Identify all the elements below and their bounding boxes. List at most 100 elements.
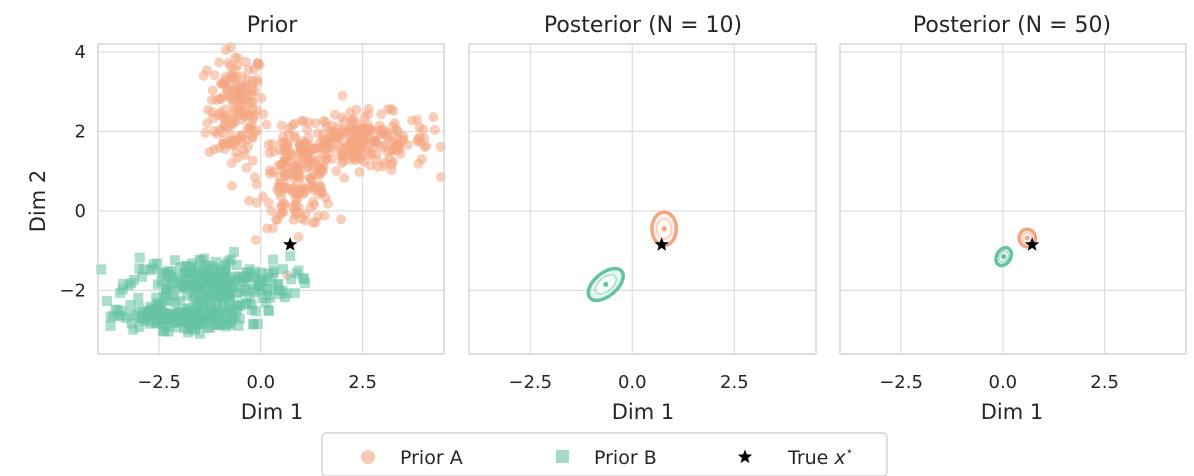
posterior-mean-prior-b <box>603 281 609 287</box>
point-prior-a <box>216 111 227 122</box>
posterior-mean-prior-a <box>661 226 667 232</box>
point-prior-b <box>246 304 257 315</box>
point-prior-b <box>268 265 279 276</box>
point-prior-b <box>266 272 277 283</box>
point-prior-b <box>214 276 225 286</box>
point-prior-a <box>198 70 209 81</box>
point-prior-b <box>157 314 168 325</box>
point-prior-a <box>353 119 364 130</box>
point-prior-a <box>252 74 263 85</box>
point-prior-a <box>252 58 263 69</box>
point-prior-b <box>137 271 147 282</box>
point-prior-b <box>96 264 107 275</box>
point-prior-a <box>235 81 246 92</box>
point-prior-a <box>310 118 321 129</box>
point-prior-a <box>336 158 347 169</box>
point-prior-b <box>136 313 147 324</box>
point-prior-b <box>267 284 278 295</box>
point-prior-b <box>175 262 186 273</box>
point-prior-b <box>190 274 201 285</box>
point-prior-b <box>193 310 203 321</box>
point-prior-a <box>277 201 287 211</box>
x-tick-label: 0.0 <box>247 372 276 393</box>
point-prior-a <box>335 133 346 144</box>
point-prior-a <box>391 141 401 152</box>
point-prior-b <box>285 251 296 262</box>
point-prior-b <box>268 254 278 265</box>
point-prior-b <box>281 288 292 299</box>
point-prior-a <box>412 114 423 125</box>
point-prior-b <box>105 312 116 323</box>
point-prior-b <box>128 275 139 285</box>
point-prior-b <box>168 278 179 289</box>
point-prior-b <box>133 292 144 303</box>
point-prior-b <box>289 288 300 299</box>
point-prior-a <box>429 125 440 135</box>
point-prior-b <box>210 292 221 303</box>
point-prior-a <box>329 143 340 154</box>
point-prior-b <box>263 306 274 316</box>
point-prior-a <box>280 152 291 163</box>
point-prior-a <box>413 158 424 169</box>
point-prior-a <box>218 139 229 150</box>
point-prior-a <box>363 109 374 120</box>
point-prior-b <box>204 292 215 303</box>
point-prior-a <box>240 56 251 67</box>
point-prior-a <box>247 133 258 143</box>
point-prior-a <box>234 96 245 107</box>
point-prior-b <box>201 273 212 284</box>
point-prior-a <box>276 120 287 131</box>
point-prior-a <box>355 142 366 153</box>
legend-frame <box>321 432 888 476</box>
x-tick-label: 2.5 <box>348 372 377 393</box>
point-prior-a <box>428 112 439 123</box>
point-prior-b <box>191 304 201 315</box>
point-prior-b <box>278 264 289 275</box>
point-prior-a <box>303 153 314 164</box>
point-prior-a <box>388 105 399 116</box>
posterior-mean-prior-b <box>1001 254 1007 260</box>
point-prior-b <box>219 305 230 316</box>
point-prior-a <box>312 128 323 139</box>
point-prior-b <box>232 288 243 299</box>
point-prior-a <box>418 124 429 135</box>
point-prior-a <box>314 164 325 175</box>
point-prior-a <box>352 130 363 140</box>
point-prior-b <box>244 264 255 275</box>
point-prior-b <box>208 311 219 322</box>
point-prior-b <box>261 297 272 308</box>
legend: Prior A Prior B True x⋆ <box>321 432 888 476</box>
point-prior-a <box>318 115 329 126</box>
point-prior-a <box>317 187 328 198</box>
point-prior-b <box>176 280 187 291</box>
point-prior-a <box>268 166 278 177</box>
point-prior-a <box>232 60 243 71</box>
point-prior-a <box>389 118 400 129</box>
point-prior-b <box>206 261 217 271</box>
point-prior-a <box>227 180 237 191</box>
x-axis-label-prior: Dim 1 <box>241 400 304 424</box>
point-prior-a <box>281 170 291 181</box>
point-prior-b <box>126 318 137 329</box>
point-prior-b <box>248 319 259 330</box>
point-prior-a <box>300 138 311 148</box>
point-prior-b <box>242 298 253 309</box>
point-prior-b <box>167 285 178 296</box>
point-prior-b <box>256 285 267 296</box>
plot-area-posterior-50 <box>839 43 1187 355</box>
point-prior-b <box>102 295 112 306</box>
point-prior-b <box>183 268 194 278</box>
point-prior-a <box>303 117 314 128</box>
point-prior-a <box>328 126 339 137</box>
point-prior-a <box>297 181 308 192</box>
point-prior-b <box>226 254 236 265</box>
point-prior-a <box>266 205 277 216</box>
plot-area-posterior-10 <box>468 43 817 355</box>
point-prior-a <box>249 111 260 122</box>
point-prior-a <box>226 120 236 131</box>
posterior-mean-prior-a <box>1024 235 1030 241</box>
point-prior-b <box>212 268 223 279</box>
plot-area-prior <box>97 43 445 355</box>
x-ticks-prior: −2.5 0.0 2.5 <box>137 372 377 393</box>
point-prior-b <box>262 284 272 295</box>
